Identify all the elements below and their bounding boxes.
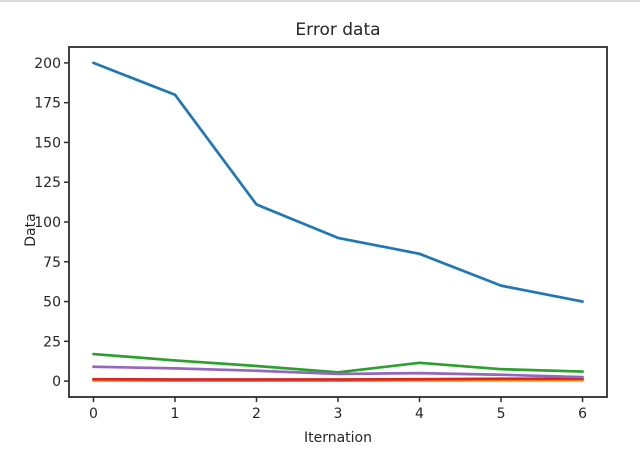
x-axis-label: Iternation [304,430,372,446]
chart-title: Error data [295,20,380,40]
axes [64,46,608,402]
x-tick-label: 0 [89,406,98,422]
green-series-line [92,352,584,374]
y-tick-label: 200 [34,56,61,72]
y-tick-label: 175 [34,96,61,112]
x-tick-label: 3 [334,406,343,422]
y-axis-label: Data [23,213,39,246]
y-tick-label: 100 [34,215,61,231]
y-tick-label: 150 [34,135,61,151]
y-tick-label: 25 [43,334,61,350]
purple-series-line [92,365,584,379]
axes-spines [68,46,608,398]
x-tick-label: 2 [252,406,261,422]
y-tick-label: 75 [43,255,61,271]
x-tick-label: 5 [497,406,506,422]
top-divider [0,0,640,2]
blue-series-line [92,61,584,303]
tick-labels: 0 25 50 75 100 125 150 175 200 0 1 2 3 4 5 6 [34,56,587,422]
y-tick-label: 125 [34,175,61,191]
x-tick-label: 6 [578,406,587,422]
x-tick-label: 1 [171,406,180,422]
red-series-line [92,377,584,381]
y-tick-label: 0 [52,374,61,390]
y-tick-label: 50 [43,295,61,311]
x-tick-label: 4 [415,406,424,422]
series-lines [92,61,584,382]
